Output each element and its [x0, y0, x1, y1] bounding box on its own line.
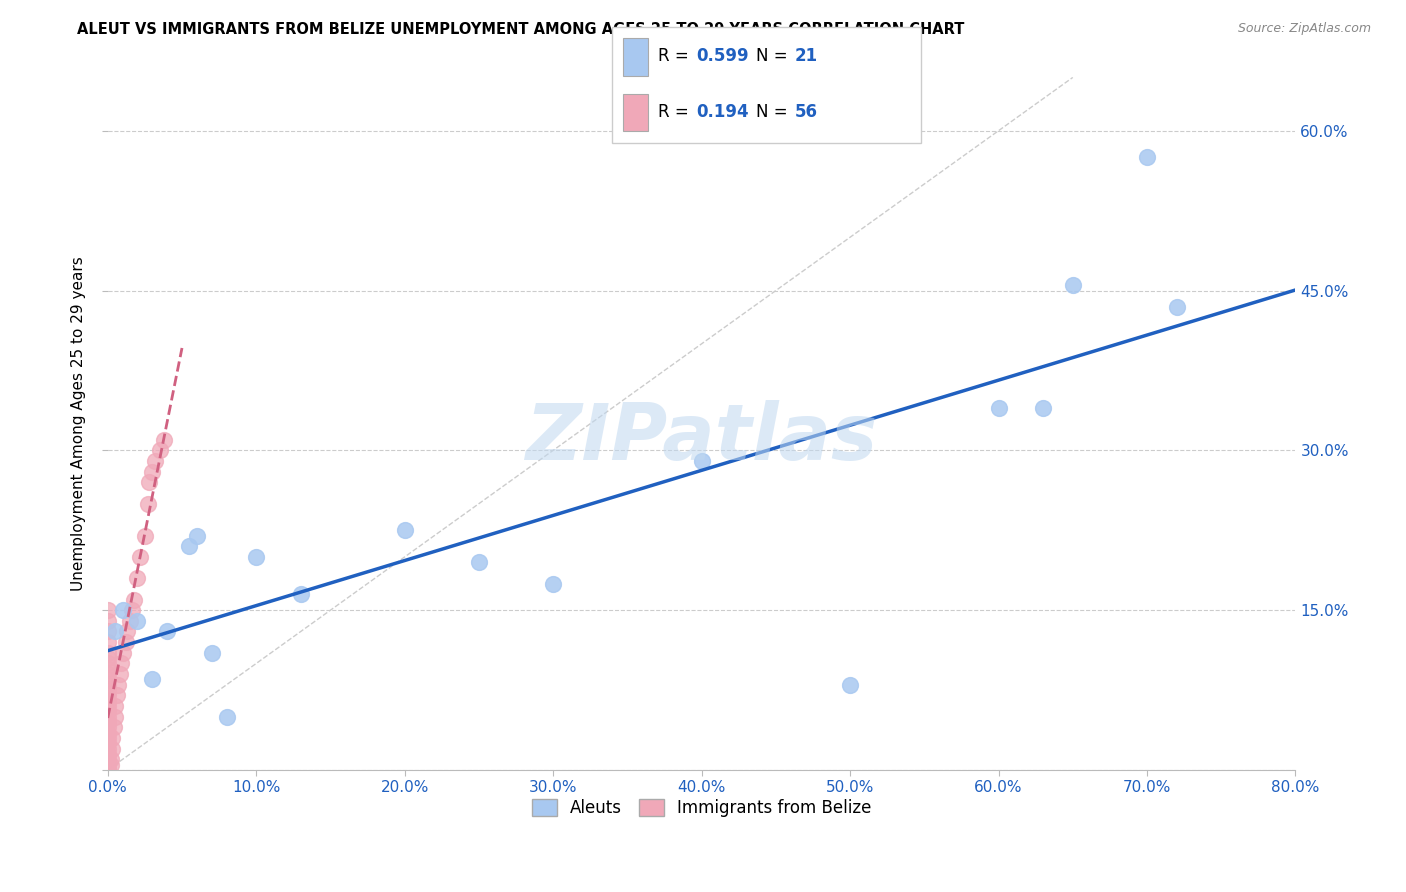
- Point: [97, 714, 120, 729]
- Point: [100, 752, 122, 766]
- Point: [124, 592, 146, 607]
- Point: [101, 731, 124, 745]
- Point: [290, 587, 312, 601]
- Point: [245, 549, 267, 564]
- Point: [104, 710, 127, 724]
- Point: [468, 555, 491, 569]
- Point: [201, 646, 224, 660]
- Point: [1062, 278, 1084, 293]
- Point: [839, 678, 862, 692]
- Point: [104, 699, 127, 714]
- Point: [118, 614, 141, 628]
- Point: [97, 651, 120, 665]
- Legend: Aleuts, Immigrants from Belize: Aleuts, Immigrants from Belize: [524, 792, 879, 824]
- Point: [97, 683, 120, 698]
- Point: [97, 757, 120, 772]
- Point: [156, 624, 179, 639]
- Point: [111, 646, 134, 660]
- Point: [97, 614, 120, 628]
- Point: [97, 657, 120, 671]
- Point: [107, 678, 129, 692]
- Point: [108, 667, 131, 681]
- Point: [97, 763, 120, 777]
- Point: [97, 689, 120, 703]
- Point: [110, 657, 132, 671]
- Point: [1032, 401, 1054, 415]
- Point: [97, 755, 120, 769]
- Point: [97, 747, 120, 761]
- Text: 0.194: 0.194: [696, 103, 748, 120]
- Point: [97, 646, 120, 660]
- Point: [97, 763, 120, 777]
- Text: R =: R =: [658, 47, 695, 65]
- Point: [134, 528, 156, 542]
- Point: [143, 454, 166, 468]
- Point: [97, 710, 120, 724]
- Y-axis label: Unemployment Among Ages 25 to 29 years: Unemployment Among Ages 25 to 29 years: [72, 256, 86, 591]
- Text: 0.599: 0.599: [696, 47, 748, 65]
- Point: [153, 433, 176, 447]
- Point: [136, 497, 159, 511]
- Point: [100, 757, 122, 772]
- Point: [115, 624, 138, 639]
- Point: [105, 689, 128, 703]
- Point: [97, 673, 120, 687]
- Point: [121, 603, 143, 617]
- Point: [97, 667, 120, 681]
- Point: [97, 763, 120, 777]
- Text: ALEUT VS IMMIGRANTS FROM BELIZE UNEMPLOYMENT AMONG AGES 25 TO 29 YEARS CORRELATI: ALEUT VS IMMIGRANTS FROM BELIZE UNEMPLOY…: [77, 22, 965, 37]
- Point: [101, 741, 124, 756]
- Text: ZIPatlas: ZIPatlas: [526, 400, 877, 475]
- Point: [987, 401, 1010, 415]
- Point: [97, 705, 120, 719]
- Point: [141, 465, 163, 479]
- Text: Source: ZipAtlas.com: Source: ZipAtlas.com: [1237, 22, 1371, 36]
- Point: [97, 725, 120, 739]
- Point: [97, 741, 120, 756]
- Point: [215, 710, 238, 724]
- Text: N =: N =: [756, 47, 793, 65]
- Point: [97, 678, 120, 692]
- Point: [690, 454, 713, 468]
- Point: [127, 614, 149, 628]
- Point: [97, 694, 120, 708]
- Point: [97, 603, 120, 617]
- Point: [149, 443, 172, 458]
- Point: [114, 635, 136, 649]
- Point: [394, 523, 416, 537]
- Point: [541, 576, 564, 591]
- Point: [103, 720, 125, 734]
- Point: [111, 603, 134, 617]
- Text: N =: N =: [756, 103, 793, 120]
- Point: [138, 475, 160, 490]
- Point: [97, 662, 120, 676]
- Point: [104, 624, 127, 639]
- Point: [129, 549, 152, 564]
- Point: [97, 736, 120, 750]
- Point: [141, 673, 163, 687]
- Point: [97, 752, 120, 766]
- Point: [186, 528, 208, 542]
- Point: [97, 624, 120, 639]
- Text: 21: 21: [794, 47, 817, 65]
- Point: [1166, 300, 1188, 314]
- Point: [97, 635, 120, 649]
- Text: 56: 56: [794, 103, 817, 120]
- Point: [179, 539, 201, 553]
- Point: [1136, 150, 1159, 164]
- Point: [97, 731, 120, 745]
- Point: [97, 699, 120, 714]
- Point: [127, 571, 149, 585]
- Text: R =: R =: [658, 103, 695, 120]
- Point: [97, 720, 120, 734]
